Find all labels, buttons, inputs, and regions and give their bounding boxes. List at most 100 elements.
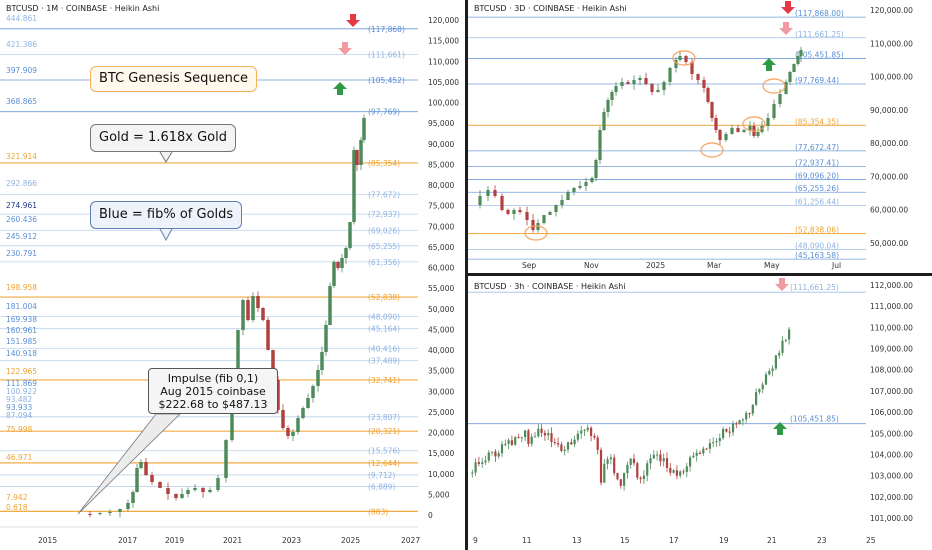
impulse-callout: Impulse (fib 0,1) Aug 2015 coinbase $222… bbox=[148, 368, 278, 414]
monthly-candle-body bbox=[311, 386, 315, 398]
three-hour-candle-body bbox=[652, 454, 655, 459]
pivot-highlight-circle bbox=[700, 142, 724, 158]
price-axis-label: 107,000.00 bbox=[870, 387, 913, 396]
three-day-candle-body bbox=[706, 88, 710, 102]
top-right-chart-title: BTCUSD · 3D · COINBASE · Heikin Ashi bbox=[474, 4, 627, 13]
three-hour-candle-body bbox=[675, 470, 678, 476]
three-day-candle-body bbox=[678, 56, 682, 60]
price-axis-label: 106,000.00 bbox=[870, 408, 913, 417]
three-day-candle-body bbox=[626, 82, 630, 84]
left-level-label: 7.942 bbox=[6, 493, 28, 502]
left-monthly-chart[interactable]: 120,000 115,000 110,000 105,000 100,000 95,00… bbox=[0, 0, 465, 550]
three-hour-candle-body bbox=[616, 473, 619, 480]
three-day-candle-body bbox=[778, 94, 782, 104]
three-hour-candle-body bbox=[748, 413, 751, 415]
fib-level-label: (105,451.85) bbox=[790, 415, 839, 424]
three-day-candle-body bbox=[730, 128, 734, 134]
fib-level-label: (6,889) bbox=[368, 483, 395, 492]
three-hour-candle-body bbox=[731, 423, 735, 433]
monthly-candle-body bbox=[316, 370, 320, 386]
monthly-candle-body bbox=[276, 380, 280, 410]
price-axis-label: 103,000.00 bbox=[870, 472, 913, 481]
three-hour-candle-body bbox=[741, 419, 744, 421]
pivot-highlight-circle bbox=[742, 116, 766, 132]
price-axis-label: 108,000.00 bbox=[870, 366, 913, 375]
green-up-arrow-icon bbox=[762, 58, 776, 71]
monthly-candle-body bbox=[118, 509, 122, 512]
three-hour-candle-body bbox=[557, 443, 560, 445]
three-day-candle-body bbox=[584, 182, 588, 186]
time-axis-label: 2021 bbox=[223, 536, 242, 545]
monthly-candle-body bbox=[208, 490, 212, 492]
three-day-candle-body bbox=[644, 78, 648, 84]
three-day-candle-body bbox=[792, 64, 796, 72]
three-hour-candle-body bbox=[725, 429, 728, 432]
three-hour-candle-body bbox=[692, 455, 695, 458]
time-axis-label: 17 bbox=[669, 536, 679, 545]
three-hour-candle-body bbox=[609, 457, 612, 460]
three-hour-candle-body bbox=[764, 374, 768, 385]
monthly-candle-body bbox=[352, 150, 356, 222]
three-day-candle-body bbox=[736, 128, 740, 132]
three-hour-candle-body bbox=[784, 339, 787, 341]
three-hour-candle-body bbox=[761, 384, 764, 390]
three-day-candle-body bbox=[606, 100, 610, 112]
fib-level-label: (85,354) bbox=[368, 159, 400, 168]
fib-level-label: (37,489) bbox=[368, 356, 400, 365]
monthly-candle-body bbox=[328, 286, 332, 325]
fib-level-label: (69,096.20) bbox=[795, 171, 839, 180]
price-axis-label: 109,000.00 bbox=[870, 345, 913, 354]
price-axis-label: 111,000.00 bbox=[870, 302, 913, 311]
pivot-highlight-circle bbox=[672, 50, 696, 66]
monthly-candle-body bbox=[108, 512, 112, 513]
three-hour-candle-body bbox=[606, 459, 609, 464]
fib-level-label: (97,769) bbox=[368, 108, 400, 117]
monthly-candle-body bbox=[301, 408, 305, 418]
monthly-candle-body bbox=[180, 494, 184, 498]
time-axis-label: 13 bbox=[572, 536, 582, 545]
fib-level-label: (883) bbox=[368, 507, 388, 516]
three-hour-candle-body bbox=[504, 443, 507, 445]
price-axis-label: 110,000.00 bbox=[870, 323, 913, 332]
three-day-candle-body bbox=[656, 90, 660, 92]
fib-level-label: (15,576) bbox=[368, 447, 400, 456]
time-axis-label: 2023 bbox=[282, 536, 301, 545]
three-day-candle-body bbox=[748, 126, 752, 130]
fib-level-label: (32,741) bbox=[368, 376, 400, 385]
three-hour-candle-body bbox=[758, 389, 761, 393]
three-hour-candle-body bbox=[626, 464, 629, 474]
left-level-label: 93.933 bbox=[6, 403, 32, 412]
monthly-candle-body bbox=[344, 248, 348, 258]
monthly-candle-body bbox=[336, 262, 340, 268]
price-axis-label: 65,000 bbox=[428, 243, 454, 252]
three-day-candle-body bbox=[610, 92, 614, 100]
three-hour-candle-body bbox=[738, 420, 741, 425]
price-axis-label: 15,000 bbox=[428, 449, 454, 458]
time-axis-label: 2025 bbox=[341, 536, 360, 545]
three-hour-candle-body bbox=[698, 452, 702, 454]
monthly-candle-body bbox=[348, 222, 352, 248]
monthly-candle-body bbox=[271, 350, 275, 380]
pink-down-arrow-icon bbox=[775, 278, 789, 291]
three-hour-candle-body bbox=[491, 451, 494, 453]
time-axis-label: 2015 bbox=[38, 536, 57, 545]
left-level-label: 230.791 bbox=[6, 249, 37, 258]
price-axis-label: 95,000 bbox=[428, 119, 454, 128]
three-hour-candle-body bbox=[599, 449, 603, 483]
three-day-candle-body bbox=[620, 82, 624, 86]
three-hour-candle-body bbox=[745, 413, 748, 420]
three-day-candle-body bbox=[766, 118, 770, 126]
price-axis-label: 100,000.00 bbox=[870, 73, 913, 82]
monthly-candle-body bbox=[236, 330, 240, 380]
monthly-candle-body bbox=[306, 398, 310, 408]
three-hour-candle-body bbox=[596, 437, 599, 450]
red-down-arrow-icon bbox=[781, 1, 795, 14]
pivot-highlight-circle bbox=[524, 225, 548, 241]
panel-divider-vertical bbox=[465, 0, 468, 550]
monthly-candle-body bbox=[216, 478, 220, 490]
three-hour-candle-body bbox=[507, 440, 510, 444]
three-hour-candle-body bbox=[537, 428, 540, 437]
three-hour-candle-body bbox=[755, 392, 758, 405]
time-axis-label: Mar bbox=[707, 261, 722, 270]
